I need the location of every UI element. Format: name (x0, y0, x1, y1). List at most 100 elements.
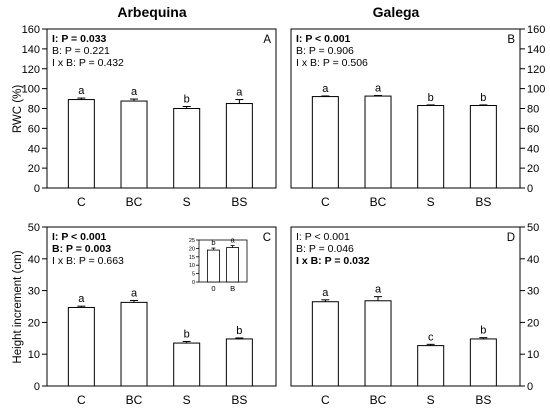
x-tick-label: S (427, 195, 435, 209)
bar (120, 100, 148, 189)
inset-y-tick-label: 15 (189, 255, 195, 261)
significance-letter: c (428, 331, 434, 343)
inset-bar (206, 249, 220, 283)
stats-line: I x B: P = 0.506 (296, 57, 368, 69)
stats-line: I x B: P = 0.432 (52, 57, 124, 69)
y-tick-label: 0 (527, 183, 533, 195)
y-tick-label: 20 (527, 317, 539, 329)
y-tick-label: 30 (527, 286, 539, 298)
bar (120, 301, 148, 387)
inset-y-tick-label: 20 (189, 246, 195, 252)
y-tick-label: 80 (28, 104, 40, 116)
inset-chart: 0 5 10 15 20 25 b 0 a B (189, 236, 248, 293)
stats-line: B: P = 0.906 (296, 45, 354, 57)
significance-letter: a (78, 293, 85, 305)
significance-letter: a (131, 86, 138, 98)
y-tick-label: 40 (28, 143, 40, 155)
y-tick-label: 30 (28, 286, 40, 298)
significance-letter: a (131, 287, 138, 299)
inset-significance-letter: b (211, 238, 215, 247)
stats-line: I: P < 0.001 (296, 33, 351, 45)
ylabel-bottom-row: Height increment (cm) (12, 250, 24, 363)
x-tick-label: S (183, 195, 191, 209)
bar (469, 105, 497, 189)
x-tick-label: BS (231, 195, 247, 209)
y-tick-label: 20 (527, 163, 539, 175)
inset-bar (226, 247, 240, 283)
significance-letter: a (78, 85, 85, 97)
bar (67, 306, 95, 387)
x-tick-label: S (183, 393, 191, 407)
y-tick-label: 0 (527, 381, 533, 393)
significance-letter: a (236, 87, 243, 99)
y-tick-label: 50 (28, 222, 40, 234)
y-tick-label: 140 (527, 44, 545, 56)
significance-letter: b (428, 92, 434, 104)
y-tick-label: 50 (527, 222, 539, 234)
y-tick-label: 160 (22, 24, 40, 36)
y-tick-label: 20 (28, 163, 40, 175)
stats-line: I x B: P = 0.663 (52, 255, 124, 267)
significance-letter: a (322, 83, 329, 95)
stats-line: B: P = 0.221 (52, 45, 110, 57)
bar (311, 301, 339, 387)
panel-letter: A (263, 34, 271, 46)
y-tick-label: 120 (527, 64, 545, 76)
stats-line: I: P < 0.001 (52, 231, 107, 243)
significance-letter: b (184, 328, 190, 340)
stats-line: I: P < 0.001 (296, 231, 350, 243)
inset-frame (198, 239, 248, 283)
significance-letter: a (375, 82, 382, 94)
y-tick-label: 60 (527, 123, 539, 135)
bar (417, 345, 445, 387)
x-tick-label: C (77, 393, 86, 407)
bar (225, 103, 253, 189)
panel-frame (290, 226, 521, 387)
y-tick-label: 100 (527, 84, 545, 96)
stats-line: B: P = 0.046 (296, 243, 354, 255)
y-tick-label: 100 (22, 84, 40, 96)
x-tick-label: BS (475, 195, 491, 209)
y-tick-label: 0 (34, 381, 40, 393)
significance-letter: b (184, 94, 190, 106)
y-tick-label: 40 (527, 143, 539, 155)
x-tick-label: BC (126, 393, 143, 407)
stats-line: B: P = 0.003 (52, 243, 111, 255)
inset-x-tick-label: 0 (211, 284, 215, 293)
x-tick-label: BS (475, 393, 491, 407)
column-title-arbequina: Arbequina (117, 4, 186, 20)
bar (311, 96, 339, 189)
panel-a: 0 20 40 60 80 100 120 140 160 a Ca BC b Sa BS I: P = 0.… (22, 24, 277, 209)
bar (173, 342, 201, 387)
column-title-galega: Galega (373, 4, 420, 20)
panel-letter: C (263, 232, 271, 244)
stats-line: I: P = 0.033 (52, 33, 107, 45)
y-tick-label: 10 (527, 349, 539, 361)
y-tick-label: 20 (28, 317, 40, 329)
inset-y-tick-label: 0 (192, 280, 195, 286)
bar (364, 95, 392, 189)
significance-letter: b (236, 325, 242, 337)
inset-significance-letter: a (231, 236, 236, 245)
y-tick-label: 80 (527, 104, 539, 116)
x-tick-label: C (321, 393, 330, 407)
y-tick-label: 10 (28, 349, 40, 361)
y-tick-label: 40 (28, 254, 40, 266)
bar (364, 300, 392, 387)
stats-line: I x B: P = 0.032 (296, 255, 370, 267)
bar (225, 338, 253, 387)
bar (173, 108, 201, 189)
significance-letter: b (480, 92, 486, 104)
x-tick-label: BC (126, 195, 143, 209)
bar (469, 338, 497, 387)
ylabel-top-row: RWC (%) (12, 85, 24, 134)
x-tick-label: S (427, 393, 435, 407)
significance-letter: b (480, 325, 486, 337)
bar (67, 99, 95, 189)
panel-letter: D (507, 232, 515, 244)
y-tick-label: 60 (28, 123, 40, 135)
